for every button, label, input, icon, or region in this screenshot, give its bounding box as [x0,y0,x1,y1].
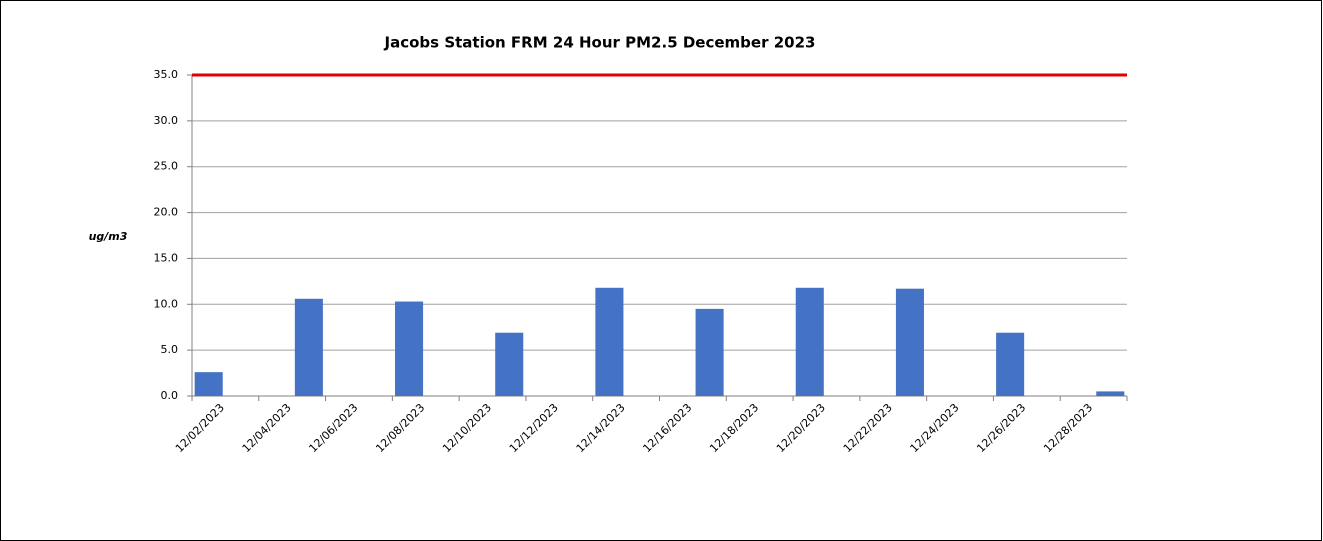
bar [795,287,824,396]
y-tick-label: 25.0 [154,160,179,173]
bar [194,372,223,396]
bar [1096,391,1125,396]
bar [495,332,524,396]
y-tick-label: 20.0 [154,206,179,219]
chart-title: Jacobs Station FRM 24 Hour PM2.5 Decembe… [384,34,816,52]
y-tick-label: 30.0 [154,114,179,127]
y-tick-label: 35.0 [154,68,179,81]
bar [895,288,924,396]
bar [294,298,323,396]
y-tick-label: 5.0 [161,343,179,356]
y-axis-label: ug/m3 [89,230,128,243]
bar [695,308,724,396]
y-tick-label: 15.0 [154,251,179,264]
bar [395,301,424,396]
y-tick-label: 10.0 [154,297,179,310]
bar [996,332,1025,396]
y-tick-label: 0.0 [161,389,179,402]
bar [595,287,624,396]
